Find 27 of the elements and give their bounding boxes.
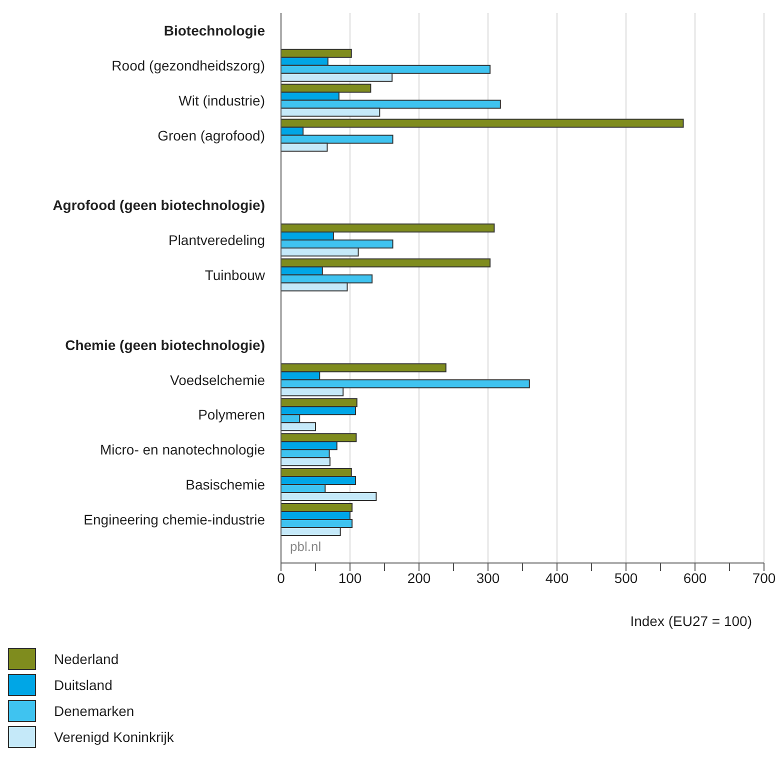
legend-label: Denemarken [54,703,134,719]
y-tick-label: Engineering chemie-industrie [84,512,266,528]
y-tick-label: Plantveredeling [168,232,265,248]
y-tick-label: Chemie (geen biotechnologie) [65,336,265,353]
x-tick-label: 100 [338,570,362,586]
y-tick-label: Biotechnologie [164,22,266,38]
x-tick-label: 500 [614,570,638,586]
y-tick-label: Wit (industrie) [178,92,265,108]
x-tick-label: 700 [752,570,776,586]
annotation: pbl.nl [290,539,322,554]
x-tick-label: 400 [545,570,569,586]
legend-label: Nederland [54,651,119,667]
y-tick-label: Agrofood (geen biotechnologie) [52,197,265,214]
y-tick-label: Voedselchemie [170,372,266,388]
y-tick-label: Micro- en nanotechnologie [100,442,266,458]
x-tick-label: 0 [277,570,286,586]
legend-label: Duitsland [54,677,112,693]
y-tick-label: Tuinbouw [204,267,266,283]
y-tick-label: Basischemie [186,476,266,493]
legend-label: Verenigd Koninkrijk [54,729,174,745]
y-tick-label: Polymeren [198,406,265,423]
x-tick-label: 600 [683,570,707,586]
x-axis-title: Index (EU27 = 100) [630,613,752,629]
x-tick-label: 200 [407,570,431,586]
y-tick-label: Rood (gezondheidszorg) [112,57,265,74]
y-tick-label: Groen (agrofood) [158,127,265,144]
x-tick-label: 300 [476,570,500,586]
